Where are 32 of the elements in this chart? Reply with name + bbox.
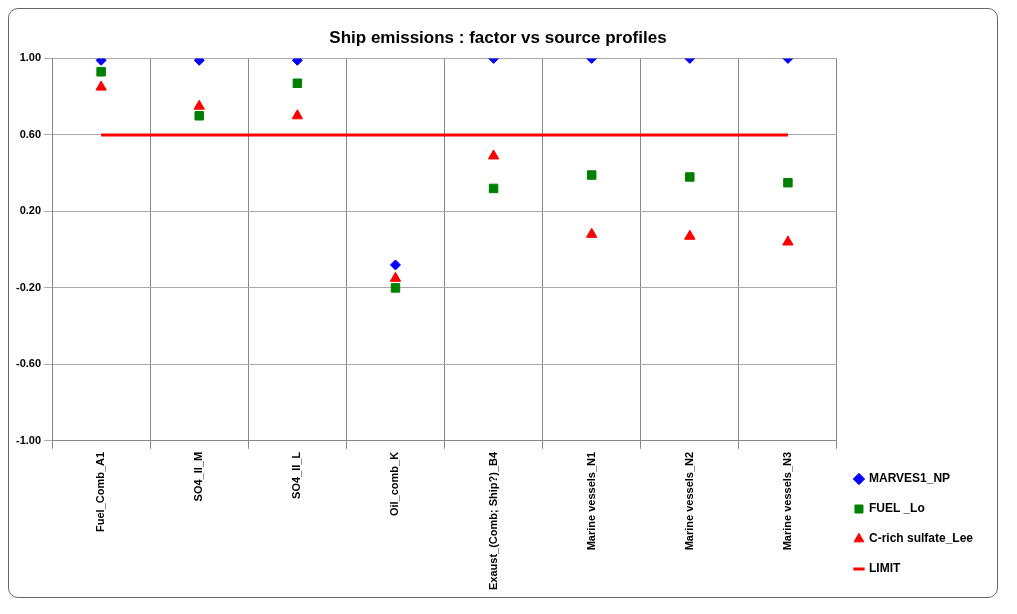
legend-label: FUEL _Lo [868,501,925,516]
y-tick-label: 0.60 [19,127,42,140]
point [684,229,696,240]
y-tick-label: -0.20 [15,280,42,293]
x-tick-label: SO4_II_L [290,451,303,499]
legend-label: LIMIT [868,561,901,576]
point [782,235,794,246]
point [685,172,695,182]
point [292,78,303,88]
legend-label: C-rich sulfate_Lee [868,531,974,546]
point [585,227,598,238]
point [389,259,401,271]
point [487,149,500,160]
chart-title: Ship emissions : factor vs source profiles [329,27,667,47]
x-tick-label: Marine vessels_N3 [780,451,793,551]
point [389,271,402,282]
point [488,183,499,194]
x-tick-label: Fuel_Comb_A1 [94,451,107,532]
point [194,111,204,121]
legend-label: MARVES1_NP [868,471,951,486]
y-tick-label: -0.60 [15,357,42,370]
x-tick-label: Marine vessels_N2 [682,451,695,551]
y-tick-label: 1.00 [19,51,42,64]
y-tick-label: -1.00 [15,433,42,446]
point [783,177,793,188]
point [586,170,597,180]
y-tick-label: 0.20 [19,204,42,217]
x-tick-label: SO4_II_M [192,451,205,502]
x-tick-label: Exaust_(Comb; Ship?)_B4 [486,451,499,591]
point [96,67,106,77]
x-tick-label: Marine vessels_N1 [584,451,597,551]
x-tick-label: Oil_comb_K [388,451,401,517]
